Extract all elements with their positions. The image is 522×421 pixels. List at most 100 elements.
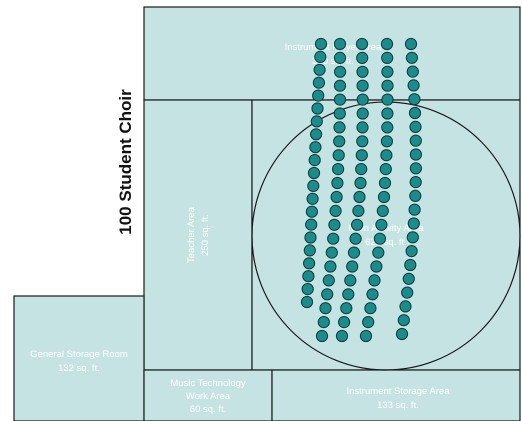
choir-seat xyxy=(310,128,323,141)
general-storage-name: General Storage Room xyxy=(30,349,128,360)
choir-seat xyxy=(352,204,365,217)
choir-seat xyxy=(381,51,394,65)
choir-seat xyxy=(307,166,321,180)
choir-seat xyxy=(381,65,394,78)
teacher-area-size: 250 sq. ft. xyxy=(200,214,211,256)
choir-seat xyxy=(380,149,393,162)
choir-seat xyxy=(333,135,346,148)
choir-seat xyxy=(333,121,346,134)
room-instrument-storage[interactable] xyxy=(271,369,521,421)
choir-seat xyxy=(359,329,373,343)
choir-seat xyxy=(356,107,369,120)
choir-seat xyxy=(310,115,323,128)
choir-seat xyxy=(332,163,345,176)
choir-seat xyxy=(322,274,335,287)
room-music-technology[interactable] xyxy=(143,369,273,421)
choir-seat xyxy=(378,176,392,190)
choir-seat xyxy=(381,107,394,120)
choir-seat xyxy=(302,270,315,283)
choir-seat xyxy=(333,79,347,92)
choir-seat xyxy=(364,302,377,315)
choir-seat xyxy=(366,288,379,301)
music-tech-name-line1: Music Technology xyxy=(170,378,246,389)
choir-seat xyxy=(362,316,375,329)
choir-seat xyxy=(314,37,328,51)
choir-seat xyxy=(321,288,334,301)
choir-seat xyxy=(349,232,362,245)
choir-seat xyxy=(408,93,421,106)
choir-seat xyxy=(356,135,369,148)
room-instrument-player-area[interactable] xyxy=(143,6,521,101)
choir-seat xyxy=(376,204,389,217)
room-teacher-area[interactable] xyxy=(143,99,253,371)
choir-seat xyxy=(333,107,346,120)
choir-seat xyxy=(399,300,412,313)
choir-seat xyxy=(407,79,420,92)
choir-seat xyxy=(405,245,418,258)
main-activity-size: 625 sq. ft. xyxy=(365,237,407,248)
choir-seat xyxy=(305,218,318,231)
choir-seat xyxy=(407,217,420,230)
choir-seat xyxy=(356,79,369,92)
choir-seat xyxy=(305,205,318,218)
choir-seat xyxy=(304,231,317,244)
music-tech-size: 60 sq. ft. xyxy=(190,404,226,415)
choir-seat xyxy=(313,63,326,76)
choir-seat xyxy=(347,246,361,259)
choir-seat xyxy=(409,162,422,175)
choir-seat xyxy=(303,257,316,270)
choir-seat xyxy=(355,163,368,176)
choir-seat xyxy=(319,302,332,315)
choir-seat xyxy=(307,179,320,192)
choir-seat xyxy=(338,316,351,329)
choir-seat xyxy=(404,258,417,272)
choir-seating xyxy=(300,37,422,343)
instrument-storage-name: Instrument Storage Area xyxy=(347,386,451,397)
choir-seat xyxy=(355,149,368,162)
choir-seat xyxy=(317,316,330,329)
choir-seat xyxy=(402,272,415,285)
choir-seat xyxy=(355,37,369,51)
choir-seat xyxy=(301,283,314,296)
choir-seat xyxy=(356,51,369,65)
choir-seat xyxy=(409,176,422,189)
choir-seat xyxy=(379,163,392,176)
room-general-storage[interactable] xyxy=(13,295,145,421)
choir-seat xyxy=(409,120,422,134)
choir-seat xyxy=(332,149,345,162)
choir-seat xyxy=(344,274,357,287)
choir-seat xyxy=(353,190,366,204)
choir-seat xyxy=(303,244,316,257)
choir-seat xyxy=(351,218,364,231)
choir-seat xyxy=(346,260,359,273)
choir-seat xyxy=(372,246,385,259)
choir-seat xyxy=(311,102,324,115)
choir-seat xyxy=(335,329,349,343)
choir-seat xyxy=(408,203,421,216)
choir-seat xyxy=(409,189,422,202)
choir-seat xyxy=(312,76,325,89)
choir-seat xyxy=(314,50,327,64)
choir-seat xyxy=(356,65,369,78)
choir-seat xyxy=(306,192,319,205)
choir-seat xyxy=(324,260,337,273)
teacher-area-name: Teacher Area xyxy=(186,206,197,263)
instrument-storage-size: 133 sq. ft. xyxy=(377,400,419,411)
choir-seat xyxy=(333,93,347,106)
choir-seat xyxy=(334,65,347,78)
instrument-area-size: 300 sq. ft. xyxy=(312,56,354,67)
choir-seat xyxy=(381,79,394,92)
general-storage-size: 132 sq. ft. xyxy=(58,363,100,374)
choir-seat xyxy=(381,121,394,134)
choir-seat xyxy=(340,302,353,315)
choir-seat xyxy=(328,218,341,231)
choir-seat xyxy=(380,37,394,51)
choir-seat xyxy=(331,176,344,190)
choir-seat xyxy=(327,232,340,245)
choir-seat xyxy=(330,190,343,204)
choir-seat xyxy=(315,329,329,343)
choir-seat xyxy=(373,232,386,245)
choir-seat xyxy=(377,190,391,204)
choir-seat xyxy=(325,246,338,259)
